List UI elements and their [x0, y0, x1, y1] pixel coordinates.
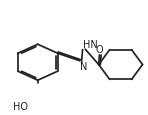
Text: N: N [80, 62, 88, 72]
Text: O: O [96, 44, 103, 54]
Text: HO: HO [13, 101, 28, 111]
Text: HN: HN [83, 40, 97, 49]
